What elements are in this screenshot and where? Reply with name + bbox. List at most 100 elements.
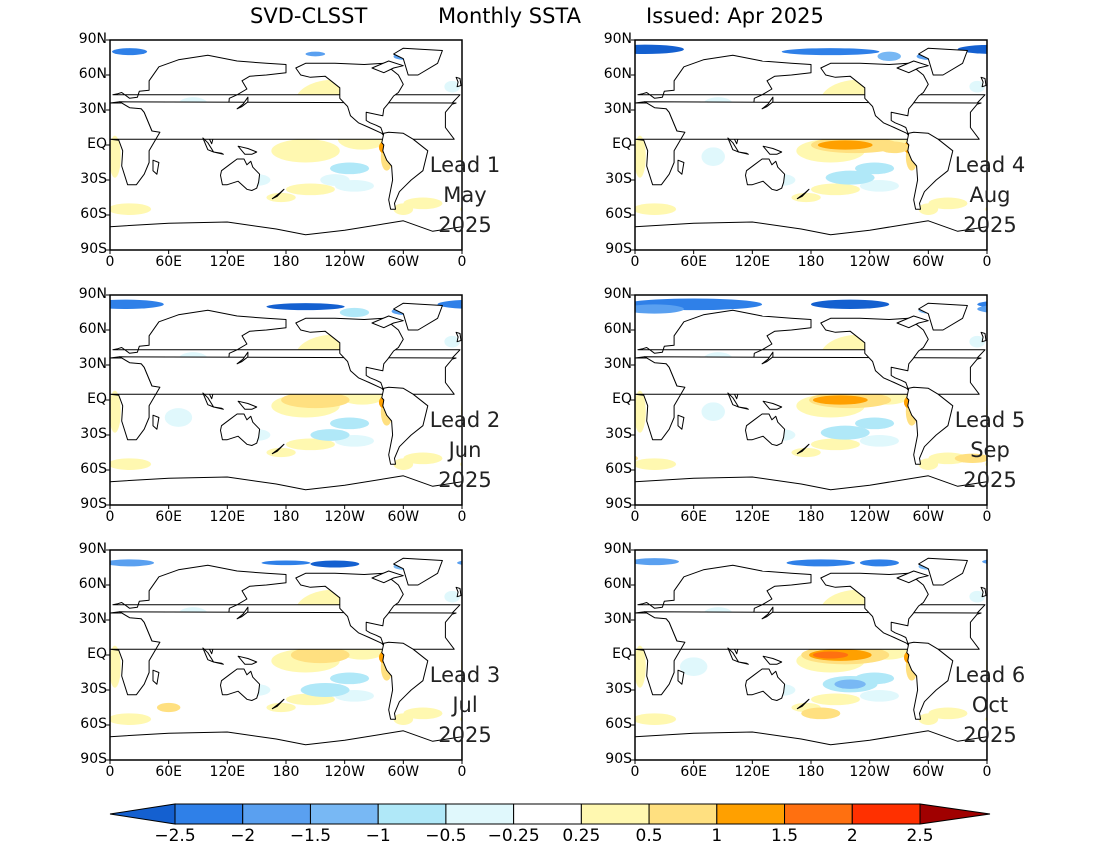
lead-time-label: Lead 3 Jul 2025 bbox=[415, 660, 515, 750]
lat-tick-label: 30N bbox=[78, 356, 107, 372]
lon-tick-label: 60E bbox=[155, 254, 182, 270]
colorbar-bin bbox=[580, 803, 650, 825]
anomaly-patch bbox=[286, 438, 335, 451]
anomaly-patch bbox=[111, 48, 148, 56]
coastline bbox=[820, 572, 929, 647]
coastline bbox=[110, 475, 462, 505]
lead-month: May bbox=[443, 183, 487, 207]
anomaly-patch bbox=[266, 192, 296, 203]
anomaly-patch bbox=[403, 452, 443, 465]
lat-tick-label: EQ bbox=[87, 391, 107, 407]
lat-tick-label: 60S bbox=[605, 206, 632, 222]
lon-tick-label: 0 bbox=[105, 254, 115, 270]
coastline bbox=[738, 151, 749, 155]
lead-year: 2025 bbox=[963, 213, 1017, 237]
coastline bbox=[820, 317, 929, 392]
lead-month: Jul bbox=[452, 693, 478, 717]
coastline bbox=[796, 188, 810, 200]
lon-tick-label: 120W bbox=[849, 764, 890, 780]
anomaly-patch bbox=[859, 690, 899, 702]
lon-tick-label: 60W bbox=[912, 509, 945, 525]
lead-year: 2025 bbox=[438, 213, 492, 237]
lat-tick-label: 90N bbox=[603, 541, 632, 557]
anomaly-patch bbox=[957, 44, 987, 54]
anomaly-patch bbox=[300, 683, 350, 697]
coastline bbox=[761, 96, 774, 110]
anomaly-patch bbox=[820, 425, 870, 440]
lon-tick-label: 0 bbox=[982, 509, 992, 525]
coastline bbox=[110, 220, 462, 250]
coastline bbox=[918, 302, 968, 331]
anomaly-patch bbox=[110, 135, 121, 178]
lon-tick-label: 120W bbox=[324, 254, 365, 270]
coastline bbox=[635, 475, 987, 505]
lon-tick-label: 120W bbox=[849, 254, 890, 270]
lon-tick-label: 0 bbox=[105, 509, 115, 525]
anomaly-map bbox=[631, 39, 988, 254]
lead-year: 2025 bbox=[438, 468, 492, 492]
forecast-panel-6: 90N 60N 30N EQ 30S 60S 90S 0 60E 120E 180 120W 60W 0 L… bbox=[585, 541, 1100, 785]
coastline bbox=[896, 60, 929, 74]
anomaly-patch bbox=[812, 395, 868, 405]
coastline bbox=[796, 443, 810, 455]
coastline bbox=[980, 76, 987, 88]
coastline bbox=[152, 669, 160, 685]
anomaly-patch bbox=[635, 44, 684, 54]
anomaly-patch bbox=[305, 51, 326, 57]
colorbar-bin bbox=[648, 803, 718, 825]
lat-tick-label: 60S bbox=[605, 716, 632, 732]
anomaly-patch bbox=[261, 560, 311, 566]
anomaly-patch bbox=[928, 452, 968, 465]
coastline bbox=[455, 586, 462, 598]
lat-tick-label: 90S bbox=[80, 496, 107, 512]
lead-month: Oct bbox=[971, 693, 1009, 717]
anomaly-patch bbox=[879, 141, 909, 154]
lat-tick-label: 90N bbox=[603, 286, 632, 302]
lat-tick-label: 30N bbox=[78, 611, 107, 627]
colorbar-tick-label: −2.5 bbox=[154, 826, 196, 846]
anomaly-patch bbox=[330, 417, 370, 430]
colorbar-bin bbox=[174, 803, 244, 825]
lon-tick-label: 180 bbox=[272, 254, 300, 270]
colorbar-bin bbox=[851, 803, 921, 825]
anomaly-map bbox=[106, 294, 463, 509]
anomaly-map bbox=[631, 294, 988, 509]
coastline bbox=[271, 698, 285, 710]
coastline bbox=[371, 60, 404, 74]
coastline bbox=[980, 586, 987, 598]
coastline bbox=[295, 572, 404, 647]
anomaly-patch bbox=[457, 560, 462, 565]
coastline bbox=[906, 641, 954, 720]
lead-lead: Lead 4 bbox=[954, 153, 1026, 177]
coastline bbox=[761, 606, 774, 620]
anomaly-patch bbox=[444, 335, 461, 348]
lon-tick-label: 180 bbox=[797, 509, 825, 525]
colorbar-bin bbox=[716, 803, 786, 825]
lat-tick-label: 30S bbox=[605, 681, 632, 697]
lon-tick-label: 120W bbox=[849, 509, 890, 525]
coastline bbox=[381, 131, 429, 210]
anomaly-patch bbox=[969, 590, 986, 603]
anomaly-patch bbox=[679, 657, 708, 676]
coastline bbox=[738, 406, 749, 410]
coastline bbox=[237, 655, 258, 665]
figure-title: SVD-CLSST Monthly SSTA Issued: Apr 2025 bbox=[0, 4, 1100, 34]
anomaly-patch bbox=[954, 453, 987, 463]
coastline bbox=[762, 145, 783, 155]
anomaly-patch bbox=[859, 435, 899, 447]
coastline bbox=[762, 655, 783, 665]
lead-time-label: Lead 1 May 2025 bbox=[415, 150, 515, 240]
issued-date: Issued: Apr 2025 bbox=[646, 4, 824, 28]
lat-tick-label: 60S bbox=[80, 716, 107, 732]
coastline bbox=[677, 159, 685, 175]
forecast-panel-1: 90N 60N 30N EQ 30S 60S 90S 0 60E 120E 180 120W 60W 0 L… bbox=[60, 31, 580, 275]
colorbar-bin bbox=[445, 803, 515, 825]
lead-month: Sep bbox=[970, 438, 1010, 462]
anomaly-patch bbox=[635, 458, 677, 470]
coastline bbox=[906, 386, 954, 465]
anomaly-patch bbox=[859, 559, 899, 567]
anomaly-patch bbox=[635, 558, 679, 566]
anomaly-map bbox=[106, 39, 463, 254]
anomaly-patch bbox=[281, 391, 350, 409]
lat-tick-label: 90N bbox=[78, 286, 107, 302]
